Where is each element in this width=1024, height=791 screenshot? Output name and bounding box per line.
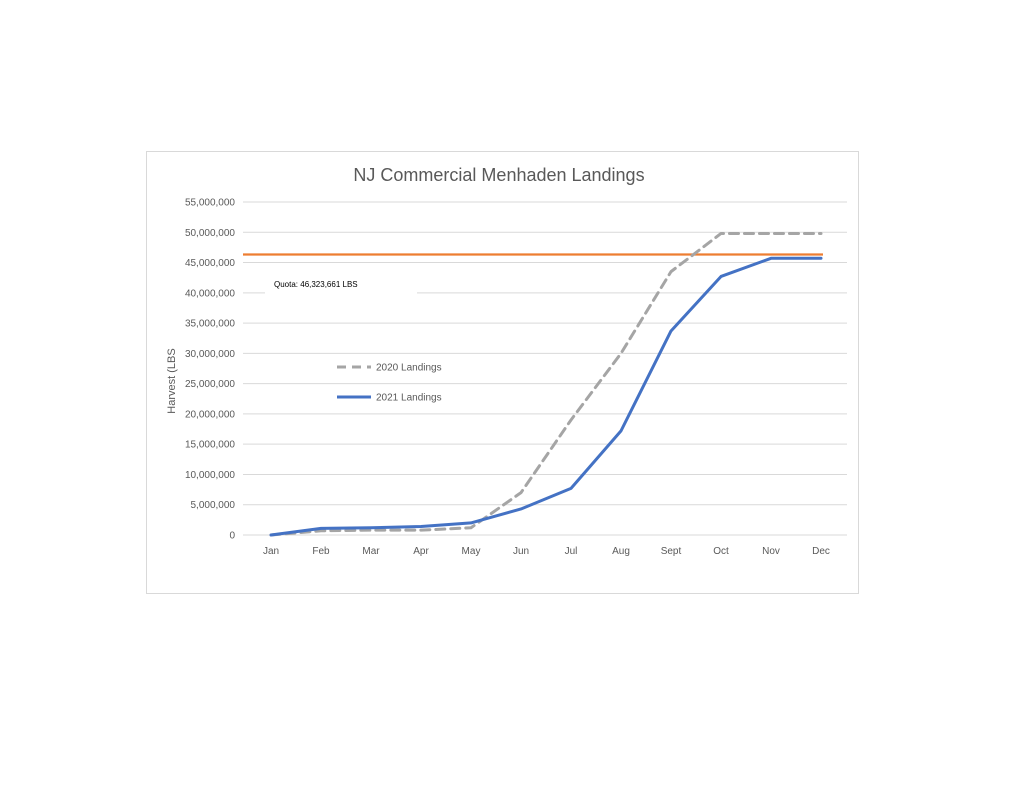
quota-label-box [265,272,417,294]
chart-frame: NJ Commercial Menhaden Landings Harvest … [146,151,859,594]
x-tick-label: Dec [812,546,830,557]
line-chart: NJ Commercial Menhaden Landings Harvest … [166,165,847,557]
x-tick-labels: Jan Feb Mar Apr May Jun Jul Aug Sept Oct Nov Dec [263,546,830,557]
y-tick-label: 35,000,000 [185,319,235,330]
x-tick-label: Jul [565,546,578,557]
quota-reference: Quota: 46,323,661 LBS [243,253,823,294]
y-tick-label: 25,000,000 [185,379,235,390]
y-tick-label: 55,000,000 [185,198,235,209]
y-tick-label: 0 [229,531,235,542]
x-tick-label: Apr [413,546,429,557]
quota-label: Quota: 46,323,661 LBS [274,280,358,289]
x-tick-label: Jun [513,546,529,557]
y-tick-label: 40,000,000 [185,288,235,299]
x-tick-label: Feb [312,546,330,557]
x-tick-label: Mar [362,546,380,557]
gridlines [243,201,847,536]
chart-title: NJ Commercial Menhaden Landings [353,165,644,185]
y-tick-label: 20,000,000 [185,409,235,420]
legend: 2020 Landings 2021 Landings [337,363,442,404]
y-tick-label: 5,000,000 [191,500,236,511]
x-tick-label: Oct [713,546,729,557]
series-line [269,231,823,537]
y-tick-label: 30,000,000 [185,349,235,360]
y-tick-label: 10,000,000 [185,470,235,481]
x-tick-label: Nov [762,546,780,557]
y-tick-labels: 0 5,000,000 10,000,000 15,000,000 20,000,000… [185,198,236,542]
x-tick-label: May [462,546,481,557]
y-axis-label: Harvest (LBS [166,348,178,413]
y-tick-label: 50,000,000 [185,228,235,239]
x-tick-label: Sept [661,546,682,557]
series-lines [269,231,823,537]
y-tick-label: 15,000,000 [185,440,235,451]
x-tick-label: Aug [612,546,630,557]
y-tick-label: 45,000,000 [185,258,235,269]
series-line [269,256,823,537]
x-tick-label: Jan [263,546,279,557]
legend-entry: 2020 Landings [376,363,442,374]
legend-entry: 2021 Landings [376,393,442,404]
